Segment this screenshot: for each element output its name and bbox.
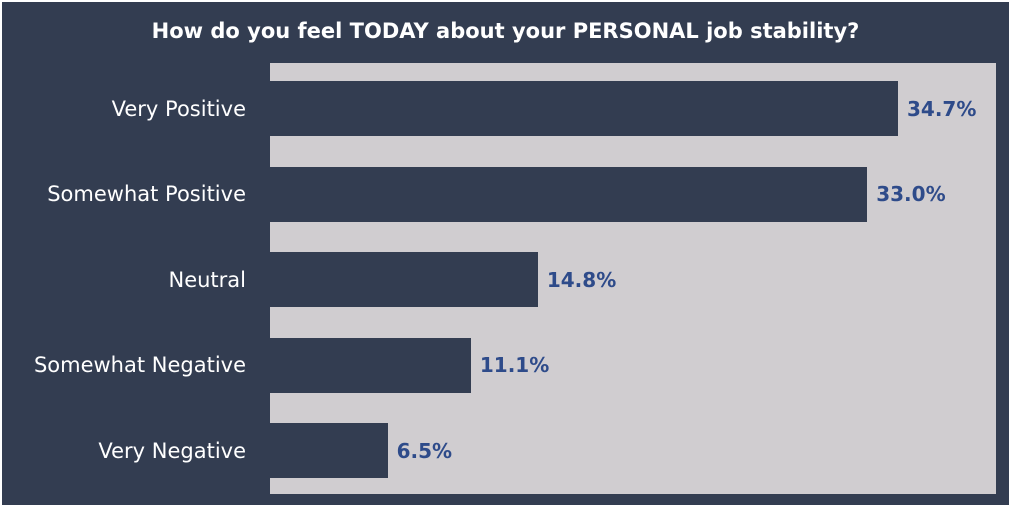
value-label: 34.7%: [907, 96, 977, 121]
value-label: 33.0%: [876, 182, 946, 206]
category-label: Very Positive: [111, 96, 246, 121]
category-label: Very Negative: [98, 438, 246, 463]
category-label: Somewhat Positive: [47, 182, 246, 206]
value-label: 11.1%: [479, 353, 550, 377]
bar: [270, 423, 388, 478]
bar: [270, 252, 538, 307]
value-label: 6.5%: [396, 438, 453, 463]
category-label: Neutral: [168, 267, 246, 292]
bar: [270, 166, 868, 222]
bar: [270, 81, 898, 136]
value-label: 14.8%: [546, 267, 617, 292]
bar: [270, 337, 471, 393]
category-label: Somewhat Negative: [33, 353, 246, 377]
chart-title: How do you feel TODAY about your PERSONA…: [151, 19, 860, 43]
